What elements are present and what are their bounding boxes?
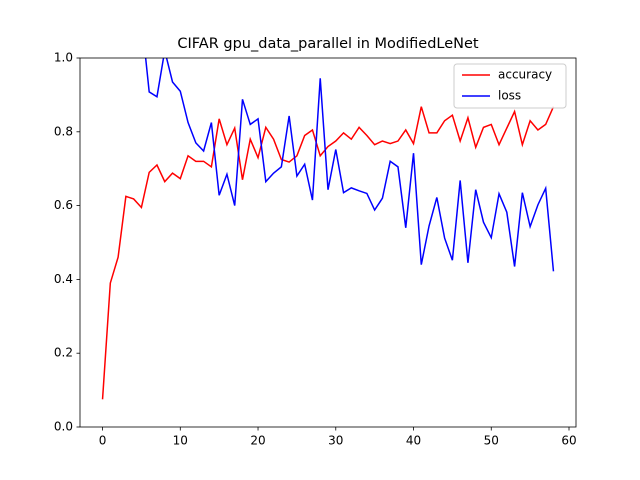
- x-tick-label: 10: [173, 434, 188, 448]
- chart-title: CIFAR gpu_data_parallel in ModifiedLeNet: [177, 36, 479, 52]
- x-tick-label: 50: [484, 434, 499, 448]
- data-line: [144, 58, 555, 272]
- x-tick-label: 30: [328, 434, 343, 448]
- y-tick-label: 0.6: [54, 198, 73, 212]
- legend-label: accuracy: [498, 68, 552, 82]
- x-tick-label: 60: [561, 434, 576, 448]
- y-tick-label: 0.8: [54, 124, 73, 138]
- y-tick-label: 0.2: [54, 346, 73, 360]
- data-line: [101, 106, 555, 400]
- y-tick-label: 0.0: [54, 420, 73, 434]
- x-tick-label: 0: [99, 434, 107, 448]
- x-tick-label: 20: [250, 434, 265, 448]
- axes-frame: [79, 57, 577, 428]
- plot-lines: [101, 58, 555, 400]
- y-tick-label: 0.4: [54, 272, 73, 286]
- y-tick-label: 1.0: [54, 51, 73, 65]
- x-tick-label: 40: [406, 434, 421, 448]
- legend-label: loss: [498, 89, 521, 103]
